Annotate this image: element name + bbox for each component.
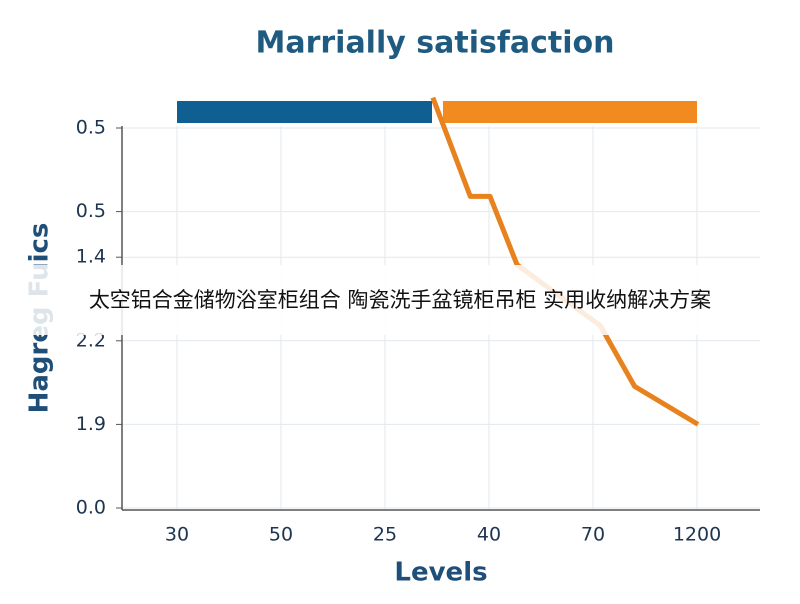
header-band <box>177 101 432 123</box>
x-axis-label: Levels <box>394 558 487 588</box>
y-tick-label: 0.0 <box>76 497 106 519</box>
y-tick-label: 0.5 <box>76 200 106 222</box>
overlay-text: 太空铝合金储物浴室柜组合 陶瓷洗手盆镜柜吊柜 实用收纳解决方案 <box>89 288 711 312</box>
header-band <box>443 101 697 123</box>
x-tick-label: 40 <box>477 524 501 546</box>
y-tick-label: 1.4 <box>76 246 106 268</box>
chart-title: Marrially satisfaction <box>255 26 614 61</box>
y-tick-label: 0.5 <box>76 117 106 139</box>
overlay-band <box>0 265 800 335</box>
x-tick-label: 70 <box>581 524 605 546</box>
data-line <box>430 96 700 427</box>
x-tick-label: 25 <box>373 524 397 546</box>
x-tick-label: 50 <box>269 524 293 546</box>
x-tick-label: 30 <box>165 524 189 546</box>
y-tick-label: 1.9 <box>76 413 106 435</box>
x-tick-label: 1200 <box>673 524 721 546</box>
